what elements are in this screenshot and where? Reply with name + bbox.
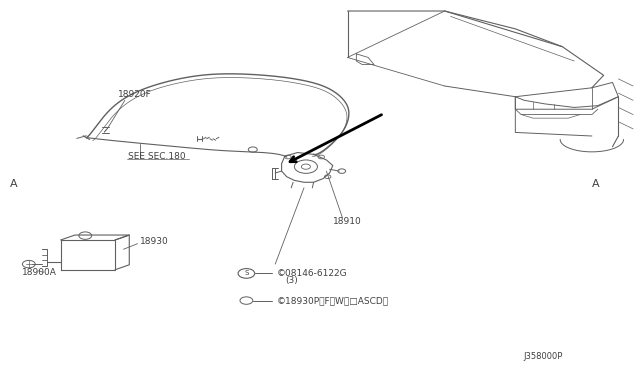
Text: 18900A: 18900A <box>22 268 57 277</box>
Text: 18920F: 18920F <box>118 90 152 99</box>
Text: ©08146-6122G: ©08146-6122G <box>276 269 347 278</box>
Text: A: A <box>10 179 17 189</box>
Text: SEE SEC.180: SEE SEC.180 <box>128 152 186 161</box>
Text: (3): (3) <box>285 276 298 285</box>
Text: J358000P: J358000P <box>524 352 563 361</box>
Text: 18930: 18930 <box>140 237 168 246</box>
Text: ©18930P（F／W／□ASCD）: ©18930P（F／W／□ASCD） <box>276 296 388 305</box>
Text: A: A <box>592 179 600 189</box>
Text: 18910: 18910 <box>333 217 362 226</box>
Text: S: S <box>244 270 248 276</box>
